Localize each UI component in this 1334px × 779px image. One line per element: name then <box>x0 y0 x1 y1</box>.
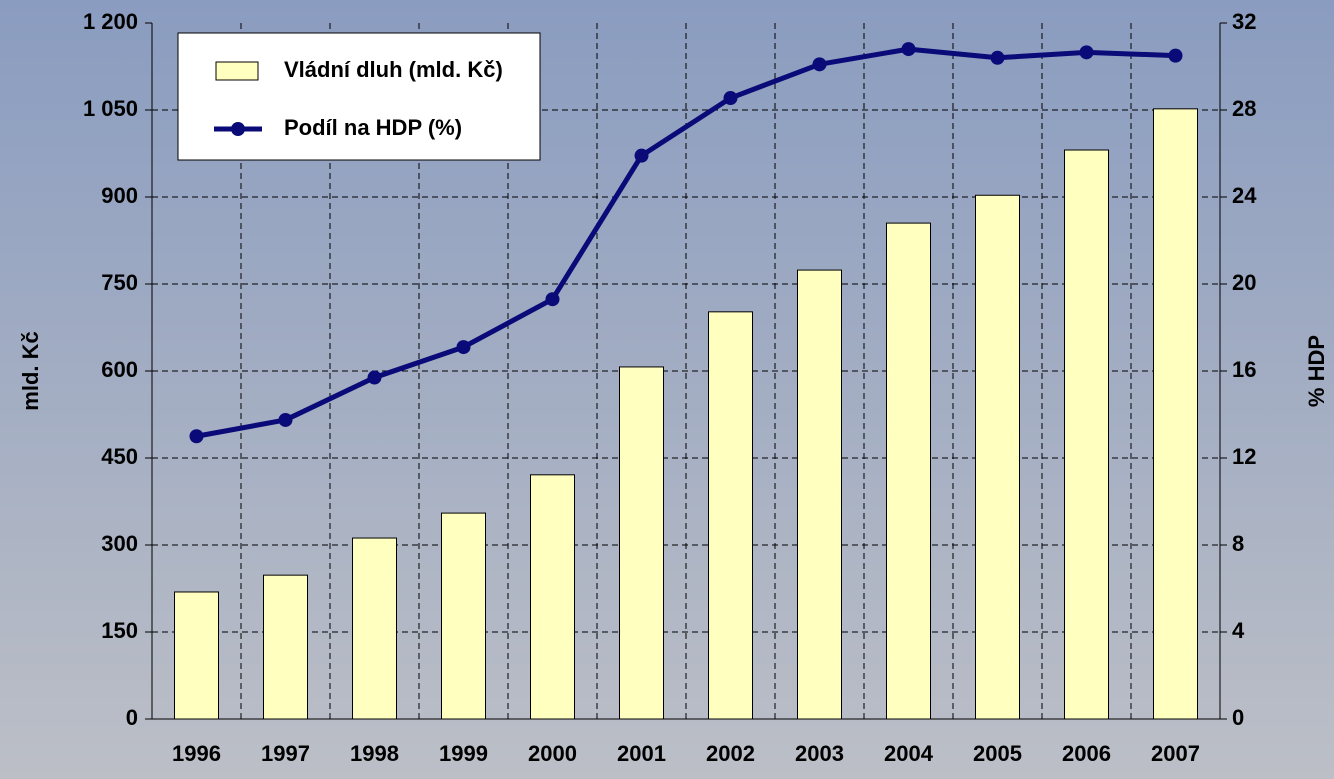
x-tick-label: 1997 <box>261 741 310 766</box>
bar <box>352 537 397 720</box>
y2-tick-label: 16 <box>1232 357 1256 382</box>
y-tick-label: 900 <box>101 183 138 208</box>
bar <box>708 311 753 720</box>
y2-tick-label: 20 <box>1232 270 1256 295</box>
x-tick-label: 2005 <box>973 741 1022 766</box>
line-marker <box>367 370 382 385</box>
y2-tick-label: 4 <box>1232 618 1245 643</box>
bar <box>886 222 931 720</box>
bar <box>1153 108 1198 720</box>
y2-tick-label: 28 <box>1232 96 1256 121</box>
x-tick-label: 2002 <box>706 741 755 766</box>
y-tick-label: 300 <box>101 531 138 556</box>
y2-tick-label: 0 <box>1232 705 1244 730</box>
legend-box <box>177 32 541 161</box>
y-tick-label: 750 <box>101 270 138 295</box>
line-marker <box>634 148 649 163</box>
line-marker <box>545 292 560 307</box>
line-marker <box>901 42 916 57</box>
bar <box>975 194 1020 720</box>
bar <box>441 512 486 720</box>
y-tick-label: 1 200 <box>83 9 138 34</box>
bar <box>174 591 219 720</box>
y2-tick-label: 24 <box>1232 183 1257 208</box>
x-tick-label: 2000 <box>528 741 577 766</box>
x-tick-label: 1998 <box>350 741 399 766</box>
y-tick-label: 600 <box>101 357 138 382</box>
legend-swatch <box>215 61 259 81</box>
x-tick-label: 2003 <box>795 741 844 766</box>
y2-axis-label: % HDP <box>1304 335 1329 407</box>
y-tick-label: 0 <box>126 705 138 730</box>
bar <box>263 574 308 720</box>
line-marker <box>1168 48 1183 63</box>
bar <box>1064 149 1109 720</box>
bar <box>797 269 842 720</box>
line <box>196 46 1176 439</box>
line-marker <box>278 412 293 427</box>
x-tick-label: 1996 <box>172 741 221 766</box>
y-tick-label: 150 <box>101 618 138 643</box>
bar <box>530 474 575 720</box>
x-tick-label: 2006 <box>1062 741 1111 766</box>
x-tick-label: 2004 <box>884 741 934 766</box>
y-tick-label: 1 050 <box>83 96 138 121</box>
legend-label: Podíl na HDP (%) <box>284 115 462 140</box>
y-tick-label: 450 <box>101 444 138 469</box>
bar <box>619 366 664 720</box>
x-tick-label: 2007 <box>1151 741 1200 766</box>
legend-label: Vládní dluh (mld. Kč) <box>284 57 503 82</box>
line-marker <box>990 50 1005 65</box>
line-marker <box>1079 45 1094 60</box>
y-axis-label: mld. Kč <box>18 331 43 410</box>
x-tick-label: 1999 <box>439 741 488 766</box>
y2-tick-label: 8 <box>1232 531 1244 556</box>
line-marker <box>812 57 827 72</box>
y2-tick-label: 32 <box>1232 9 1256 34</box>
legend-marker <box>231 122 245 136</box>
line-marker <box>456 340 471 355</box>
line-marker <box>189 429 204 444</box>
y2-tick-label: 12 <box>1232 444 1256 469</box>
line-marker <box>723 91 738 106</box>
x-tick-label: 2001 <box>617 741 666 766</box>
